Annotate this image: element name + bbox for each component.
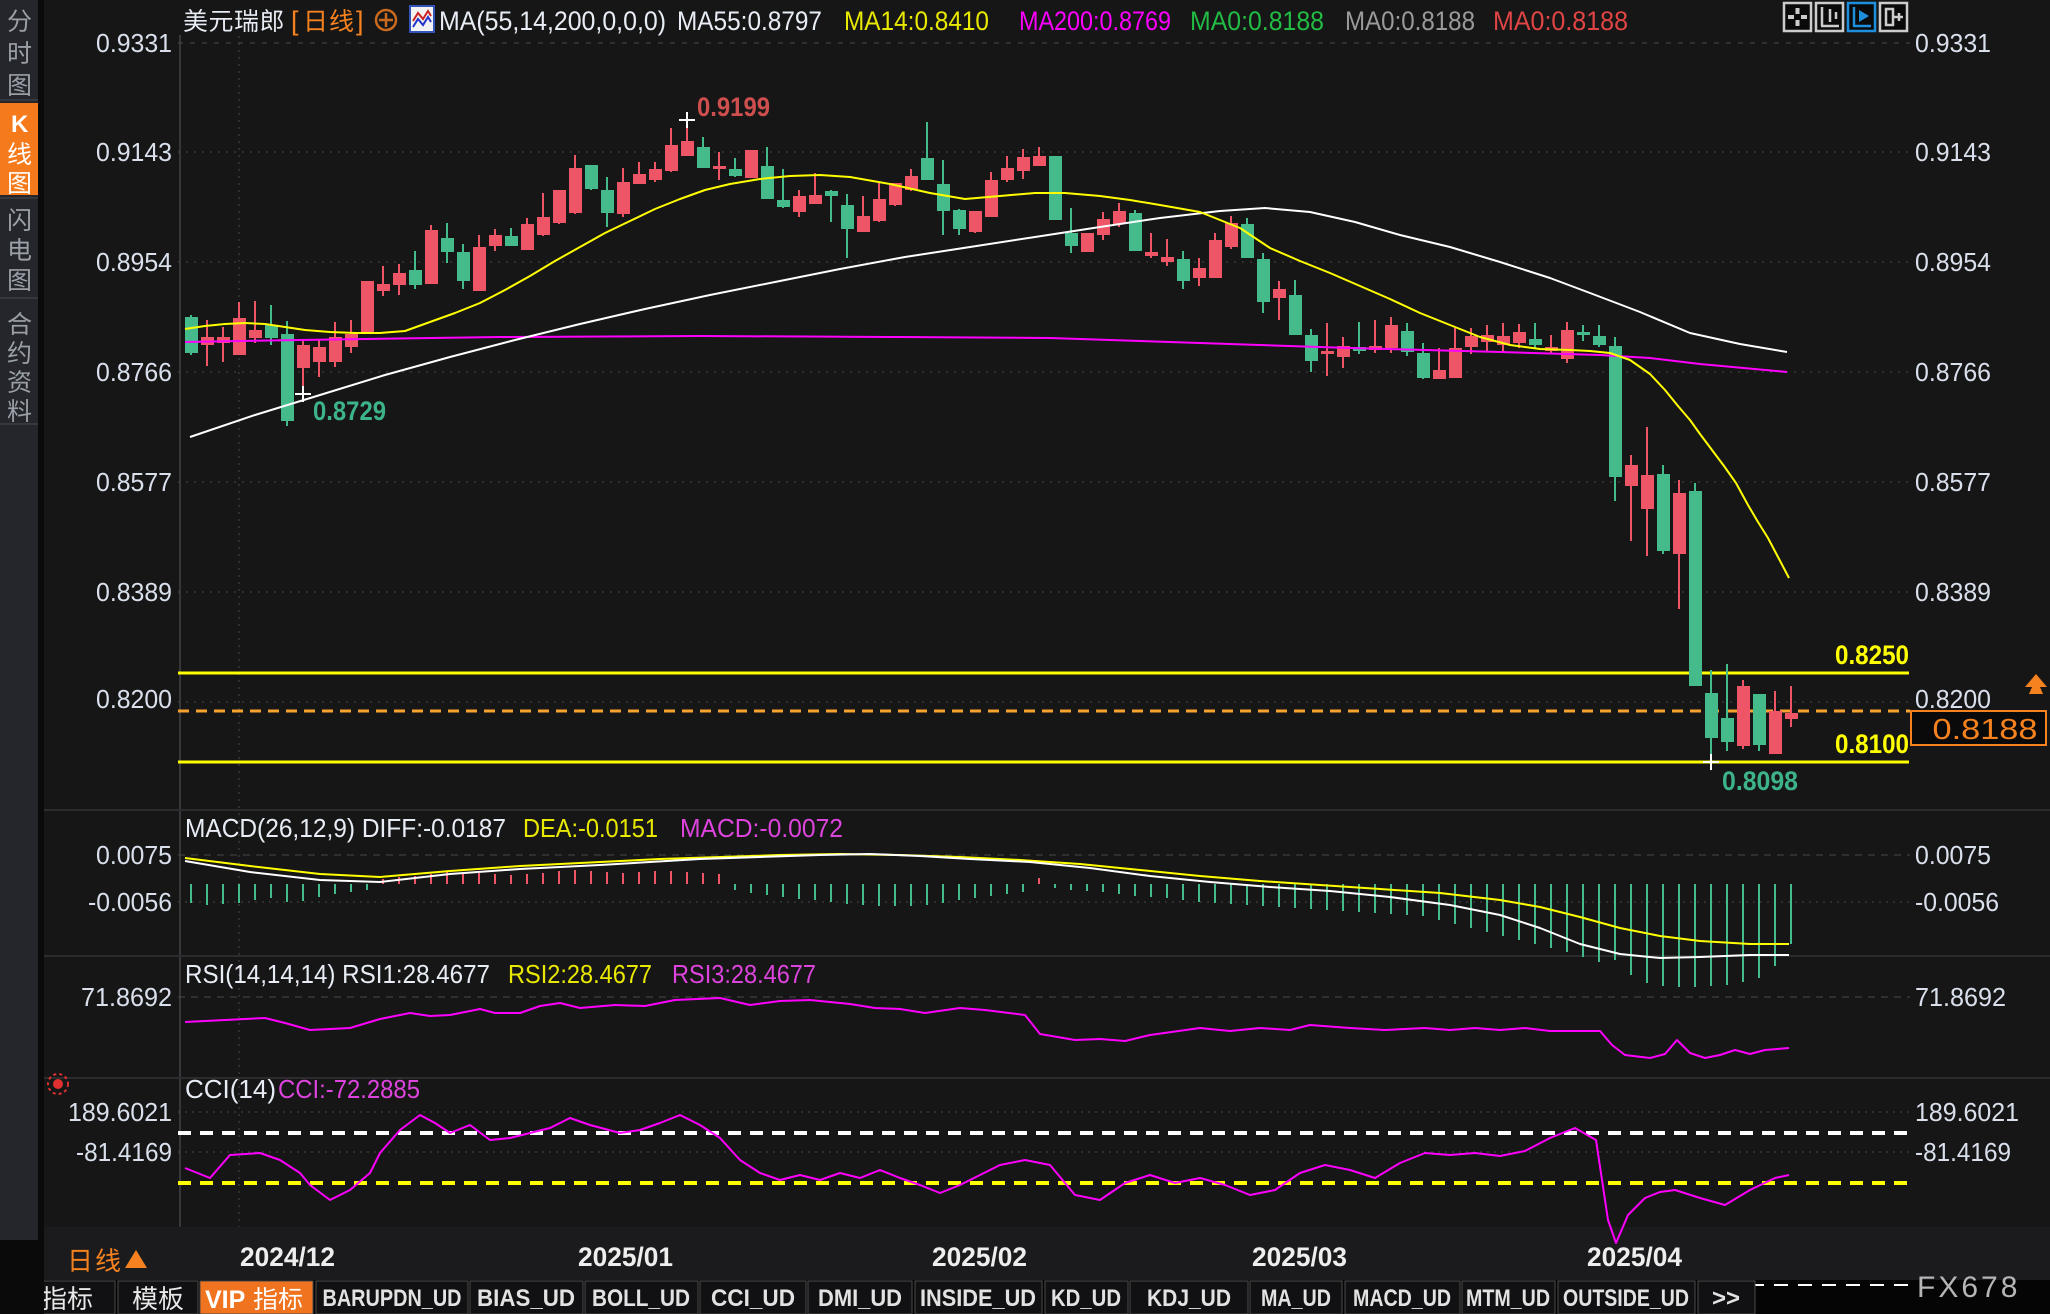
svg-text:MACD(26,12,9) DIFF:-0.0187: MACD(26,12,9) DIFF:-0.0187 xyxy=(185,813,506,843)
svg-text:0.8250: 0.8250 xyxy=(1835,640,1909,670)
svg-text:[: [ xyxy=(291,6,299,36)
svg-text:FX678: FX678 xyxy=(1917,1271,2020,1304)
svg-text:2025/03: 2025/03 xyxy=(1252,1242,1347,1272)
svg-text:MTM_UD: MTM_UD xyxy=(1466,1285,1550,1312)
svg-text:CCI(14): CCI(14) xyxy=(185,1074,276,1104)
svg-text:0.8954: 0.8954 xyxy=(96,247,172,277)
svg-text:DMI_UD: DMI_UD xyxy=(818,1285,902,1312)
svg-text:DEA:-0.0151: DEA:-0.0151 xyxy=(523,813,658,843)
svg-text:0.8200: 0.8200 xyxy=(96,684,172,714)
svg-text:MA0:0.8188: MA0:0.8188 xyxy=(1493,6,1628,36)
svg-text:0.9143: 0.9143 xyxy=(96,137,172,167)
svg-text:0.8954: 0.8954 xyxy=(1915,247,1991,277)
svg-text:BOLL_UD: BOLL_UD xyxy=(592,1285,690,1312)
svg-text:189.6021: 189.6021 xyxy=(68,1097,172,1127)
svg-text:2025/04: 2025/04 xyxy=(1587,1242,1682,1272)
svg-text:0.8100: 0.8100 xyxy=(1835,729,1909,759)
svg-text:RSI3:28.4677: RSI3:28.4677 xyxy=(672,959,816,989)
svg-text:0.9331: 0.9331 xyxy=(96,28,172,58)
svg-text:OUTSIDE_UD: OUTSIDE_UD xyxy=(1563,1285,1689,1312)
svg-text:2024/12: 2024/12 xyxy=(240,1242,335,1272)
svg-text:0.9331: 0.9331 xyxy=(1915,28,1991,58)
svg-text:KD_UD: KD_UD xyxy=(1051,1285,1121,1312)
svg-text:MA0:0.8188: MA0:0.8188 xyxy=(1190,6,1324,36)
svg-text:0.9199: 0.9199 xyxy=(697,92,770,122)
svg-text:2025/01: 2025/01 xyxy=(578,1242,673,1272)
svg-text:BARUPDN_UD: BARUPDN_UD xyxy=(323,1285,462,1312)
svg-text:]: ] xyxy=(356,6,364,36)
svg-text:-81.4169: -81.4169 xyxy=(1915,1137,2011,1167)
svg-text:0.8766: 0.8766 xyxy=(96,357,172,387)
svg-text:71.8692: 71.8692 xyxy=(81,982,172,1012)
svg-text:CCI_UD: CCI_UD xyxy=(711,1285,795,1312)
svg-text:0.9143: 0.9143 xyxy=(1915,137,1991,167)
svg-text:MA200:0.8769: MA200:0.8769 xyxy=(1019,6,1171,36)
svg-text:71.8692: 71.8692 xyxy=(1915,982,2006,1012)
svg-text:MACD:-0.0072: MACD:-0.0072 xyxy=(680,813,843,843)
svg-text:0.8577: 0.8577 xyxy=(96,467,172,497)
svg-text:MA_UD: MA_UD xyxy=(1261,1285,1331,1312)
svg-text:>>: >> xyxy=(1712,1285,1740,1312)
svg-text:BIAS_UD: BIAS_UD xyxy=(477,1285,575,1312)
svg-text:0.0075: 0.0075 xyxy=(1915,840,1991,870)
svg-text:0.8200: 0.8200 xyxy=(1915,684,1991,714)
svg-text:0.8729: 0.8729 xyxy=(313,396,386,426)
svg-text:RSI2:28.4677: RSI2:28.4677 xyxy=(508,959,652,989)
svg-text:189.6021: 189.6021 xyxy=(1915,1097,2019,1127)
svg-text:0.8188: 0.8188 xyxy=(1933,714,2038,746)
svg-text:K: K xyxy=(11,111,29,138)
svg-text:0.8577: 0.8577 xyxy=(1915,467,1991,497)
svg-text:KDJ_UD: KDJ_UD xyxy=(1147,1285,1231,1312)
svg-text:MA0:0.8188: MA0:0.8188 xyxy=(1345,6,1475,36)
svg-text:VIP: VIP xyxy=(205,1286,245,1314)
svg-text:-81.4169: -81.4169 xyxy=(76,1137,172,1167)
svg-text:0.0075: 0.0075 xyxy=(96,840,172,870)
svg-text:MA55:0.8797: MA55:0.8797 xyxy=(677,6,822,36)
svg-text:MA14:0.8410: MA14:0.8410 xyxy=(844,6,989,36)
svg-text:0.8389: 0.8389 xyxy=(96,577,172,607)
svg-text:CCI:-72.2885: CCI:-72.2885 xyxy=(278,1074,420,1104)
svg-text:INSIDE_UD: INSIDE_UD xyxy=(920,1285,1036,1312)
svg-text:MA(55,14,200,0,0,0): MA(55,14,200,0,0,0) xyxy=(439,6,666,36)
svg-text:-0.0056: -0.0056 xyxy=(1915,887,1999,917)
svg-text:0.8766: 0.8766 xyxy=(1915,357,1991,387)
svg-text:0.8389: 0.8389 xyxy=(1915,577,1991,607)
svg-text:MACD_UD: MACD_UD xyxy=(1353,1285,1451,1312)
svg-text:-0.0056: -0.0056 xyxy=(88,887,172,917)
svg-text:RSI(14,14,14) RSI1:28.4677: RSI(14,14,14) RSI1:28.4677 xyxy=(185,959,490,989)
svg-text:2025/02: 2025/02 xyxy=(932,1242,1027,1272)
svg-text:0.8098: 0.8098 xyxy=(1722,766,1798,796)
